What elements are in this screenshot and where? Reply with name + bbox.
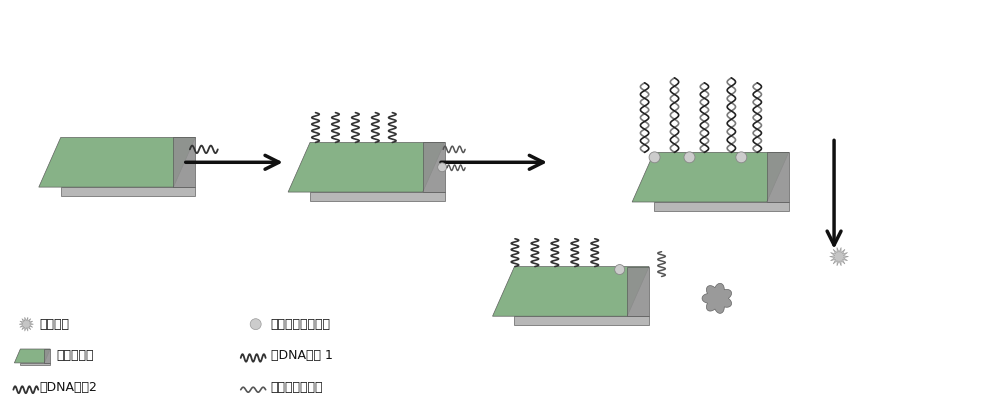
Polygon shape [767, 152, 789, 202]
Circle shape [250, 319, 261, 330]
Polygon shape [627, 267, 649, 316]
Polygon shape [14, 349, 50, 363]
Polygon shape [632, 152, 789, 202]
Polygon shape [702, 283, 732, 313]
Polygon shape [20, 363, 50, 365]
Polygon shape [830, 247, 849, 266]
Circle shape [736, 152, 747, 163]
Polygon shape [19, 317, 33, 331]
Circle shape [438, 163, 447, 172]
Polygon shape [493, 267, 649, 316]
Text: ：玻璃芯片: ：玻璃芯片 [56, 350, 94, 363]
Text: ：DNA探针2: ：DNA探针2 [39, 381, 97, 394]
Circle shape [615, 265, 625, 274]
Circle shape [684, 152, 695, 163]
Polygon shape [44, 349, 50, 363]
Polygon shape [61, 187, 195, 196]
Circle shape [649, 152, 660, 163]
Text: ：贵金属纳米颗粒: ：贵金属纳米颗粒 [271, 318, 331, 330]
Polygon shape [39, 138, 195, 187]
Text: ：藻毒素适配体: ：藻毒素适配体 [271, 381, 323, 394]
Polygon shape [423, 142, 445, 192]
Polygon shape [288, 142, 445, 192]
Text: ：DNA探针 1: ：DNA探针 1 [271, 350, 333, 363]
Text: ：藻毒素: ：藻毒素 [39, 318, 69, 330]
Polygon shape [310, 192, 445, 201]
Polygon shape [514, 316, 649, 325]
Polygon shape [173, 138, 195, 187]
Polygon shape [654, 202, 789, 211]
